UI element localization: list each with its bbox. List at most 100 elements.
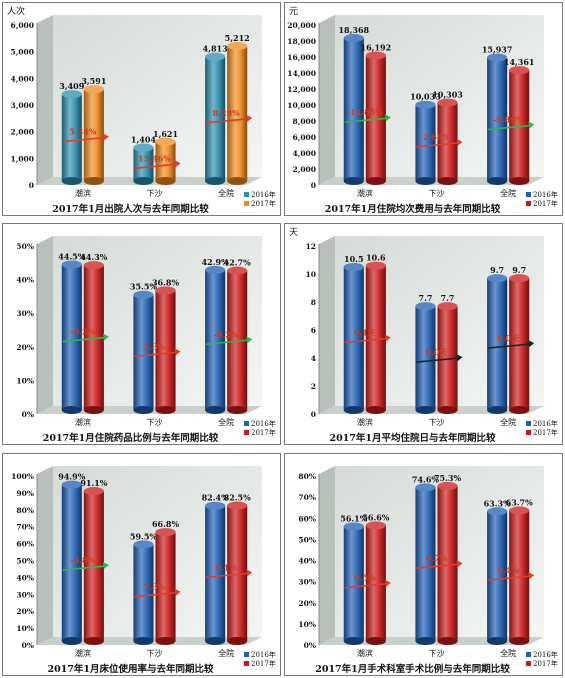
bar-base bbox=[343, 636, 364, 646]
legend-label: 2016年 bbox=[533, 419, 558, 428]
data-label: 3,591 bbox=[81, 76, 106, 86]
change-label: 0.0天 bbox=[497, 333, 520, 343]
bar bbox=[227, 46, 248, 181]
change-label: 0.1% bbox=[215, 562, 237, 572]
data-label: 15,937 bbox=[482, 45, 513, 55]
bar-top bbox=[365, 51, 386, 60]
bar-top bbox=[437, 98, 458, 107]
y-tick-label: 10 bbox=[306, 270, 316, 279]
bar-base bbox=[365, 405, 386, 415]
bar bbox=[155, 141, 176, 181]
legend-swatch bbox=[244, 201, 249, 206]
bar bbox=[415, 306, 436, 410]
legend-swatch bbox=[244, 652, 249, 657]
bar-base bbox=[83, 176, 104, 186]
bar-top bbox=[61, 260, 82, 269]
bar bbox=[205, 56, 226, 181]
bar-top bbox=[487, 507, 508, 516]
bar bbox=[509, 70, 530, 181]
bar bbox=[437, 485, 458, 641]
chart-svg: 0 1,000 2,000 3,000 4,000 5,000 6,000 人次 3,4093,… bbox=[7, 5, 276, 215]
change-arrow bbox=[62, 136, 105, 143]
legend-label: 2017年 bbox=[533, 428, 558, 437]
change-arrow bbox=[62, 565, 105, 571]
y-tick-label: 8 bbox=[311, 298, 316, 307]
data-label: 75.3% bbox=[434, 473, 461, 483]
data-label: 1,404 bbox=[131, 135, 156, 145]
change-arrow bbox=[206, 118, 249, 124]
change-label: 0.4% bbox=[497, 565, 519, 575]
x-tick-label: 全院 bbox=[500, 188, 516, 198]
bar-top bbox=[509, 506, 530, 515]
chart-title: 2017年1月平均住院日与去年同期比较 bbox=[329, 432, 496, 444]
change-label: 1.3% bbox=[144, 341, 166, 351]
data-label: 1,621 bbox=[153, 129, 178, 139]
bar-top bbox=[205, 501, 226, 510]
bar bbox=[133, 544, 154, 641]
change-arrow-head bbox=[384, 114, 391, 122]
bar-top bbox=[227, 42, 248, 51]
bar-base bbox=[205, 636, 226, 646]
bar-base bbox=[61, 636, 82, 646]
change-label: -11.85% bbox=[347, 107, 383, 117]
legend-swatch bbox=[526, 661, 531, 666]
y-tick-label: 40% bbox=[16, 573, 34, 582]
bar-base bbox=[133, 636, 154, 646]
chart-panel-drug-ratio: 0% 10% 20% 30% 40% 50% 44.5% 44.3% -0.2% 潮滨 35.5% 3… bbox=[2, 223, 281, 445]
bar-base bbox=[227, 405, 248, 415]
change-arrow bbox=[488, 343, 531, 349]
legend-label: 2016年 bbox=[533, 650, 558, 659]
bar bbox=[133, 294, 154, 410]
change-arrow bbox=[488, 124, 531, 131]
y-tick-label: 0% bbox=[22, 641, 34, 650]
x-tick-label: 全院 bbox=[218, 188, 234, 198]
change-label: -0.2% bbox=[70, 327, 95, 337]
bar-top bbox=[133, 290, 154, 299]
data-label: 16,192 bbox=[361, 42, 392, 52]
y-tick-label: 60% bbox=[298, 514, 316, 523]
change-arrow-head bbox=[174, 348, 181, 356]
bar-base bbox=[509, 405, 530, 415]
chart-svg: 0% 10% 20% 30% 40% 50% 60% 70% 80% 56.1%56.6% 0.5%… bbox=[298, 466, 558, 675]
legend-label: 2017年 bbox=[251, 659, 276, 668]
data-label: 56.6% bbox=[362, 512, 389, 522]
bar-base bbox=[437, 176, 458, 186]
bar-base bbox=[509, 176, 530, 186]
bar-base bbox=[205, 405, 226, 415]
chart-side-wall bbox=[319, 15, 335, 185]
bar bbox=[343, 267, 364, 410]
bar bbox=[365, 265, 386, 410]
change-arrow bbox=[344, 337, 387, 344]
change-arrow-head bbox=[528, 572, 535, 580]
legend-label: 2017年 bbox=[533, 199, 558, 208]
y-tick-label: 6,000 bbox=[293, 133, 317, 142]
bar bbox=[61, 94, 82, 181]
y-tick-label: 60% bbox=[16, 540, 34, 549]
legend-label: 2016年 bbox=[533, 190, 558, 199]
y-tick-label: 50% bbox=[16, 557, 34, 566]
data-label: 4,813 bbox=[203, 44, 228, 54]
bar-base bbox=[133, 405, 154, 415]
chart-side-wall bbox=[37, 236, 53, 414]
bar-base bbox=[227, 636, 248, 646]
x-tick-label: 下沙 bbox=[147, 649, 163, 658]
y-axis-label: 天 bbox=[289, 228, 298, 238]
y-tick-label: 70% bbox=[16, 523, 34, 532]
x-tick-label: 潮滨 bbox=[357, 417, 373, 427]
y-tick-label: 4 bbox=[311, 354, 316, 363]
y-tick-label: 10% bbox=[298, 620, 316, 629]
bar-top bbox=[415, 483, 436, 492]
y-tick-label: 40% bbox=[298, 557, 316, 566]
chart-panel-avg-cost: 0 2,000 4,000 6,000 8,000 10,000 12,000 14,000 1… bbox=[284, 2, 563, 216]
y-tick-label: 90% bbox=[16, 489, 34, 498]
x-tick-label: 全院 bbox=[218, 648, 234, 658]
legend-label: 2017年 bbox=[251, 428, 276, 437]
change-label: 15.46% bbox=[138, 153, 171, 163]
y-tick-label: 12 bbox=[306, 242, 316, 251]
y-tick-label: 0 bbox=[311, 410, 316, 419]
bar bbox=[509, 278, 530, 410]
chart-panel-avg-stay: 0 2 4 6 8 10 12 天 10.5 10.6 0.1天 潮滨 7.7 7.7 0.0天 下沙 9.7 9… bbox=[284, 223, 563, 445]
bar bbox=[487, 57, 508, 182]
bar-top bbox=[83, 261, 104, 270]
legend-swatch bbox=[244, 661, 249, 666]
